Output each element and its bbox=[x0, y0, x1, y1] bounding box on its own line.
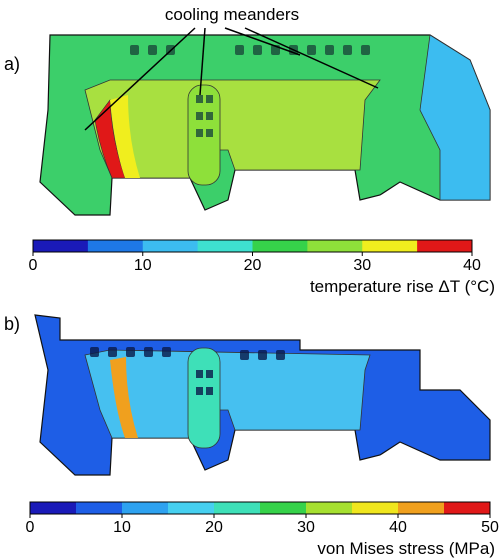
colorbar-tick-label: 30 bbox=[297, 519, 315, 536]
colorbar-tick-label: 0 bbox=[26, 519, 35, 536]
colorbar-tick-label: 20 bbox=[244, 257, 262, 274]
colorbar-segment bbox=[76, 502, 123, 514]
colorbar-segment bbox=[307, 240, 362, 252]
colorbar-segment bbox=[417, 240, 472, 252]
colorbar-segment bbox=[33, 240, 88, 252]
colorbar-segment bbox=[260, 502, 307, 514]
colorbar-tick-label: 40 bbox=[389, 519, 407, 536]
fem-temperature bbox=[40, 28, 490, 215]
colorbar-segment bbox=[143, 240, 198, 252]
figure: a) cooling meanders b) 0 10 20 30 40 temperat… bbox=[0, 0, 501, 560]
colorbar-segment bbox=[362, 240, 417, 252]
colorbar-segment bbox=[88, 240, 143, 252]
colorbar-segment bbox=[214, 502, 261, 514]
colorbar-tick-label: 0 bbox=[29, 257, 38, 274]
colorbar-tick-label: 30 bbox=[353, 257, 371, 274]
colorbar-segment bbox=[444, 502, 491, 514]
colorbar-tick-label: 40 bbox=[463, 257, 481, 274]
colorbar-segment bbox=[398, 502, 445, 514]
colorbar-segment bbox=[122, 502, 169, 514]
panel-label: b) bbox=[4, 314, 20, 334]
annotation: cooling meanders bbox=[165, 5, 299, 24]
colorbar-segment bbox=[306, 502, 353, 514]
colorbar-tick-label: 10 bbox=[113, 519, 131, 536]
page: a) cooling meanders b) 0 10 20 30 40 temperat… bbox=[0, 0, 501, 560]
colorbar-segment bbox=[352, 502, 399, 514]
colorbar-segment bbox=[198, 240, 253, 252]
colorbar-tick-label: 20 bbox=[205, 519, 223, 536]
colorbar-label: von Mises stress (MPa) bbox=[317, 539, 495, 558]
colorbar-tick-label: 10 bbox=[134, 257, 152, 274]
colorbar-segment bbox=[168, 502, 215, 514]
colorbar-label: temperature rise ΔT (°C) bbox=[310, 277, 495, 296]
colorbar-tick-label: 50 bbox=[481, 519, 499, 536]
colorbar-segment bbox=[30, 502, 77, 514]
fem-stress bbox=[35, 315, 490, 475]
panel-label: a) bbox=[4, 54, 20, 74]
colorbar-segment bbox=[253, 240, 308, 252]
